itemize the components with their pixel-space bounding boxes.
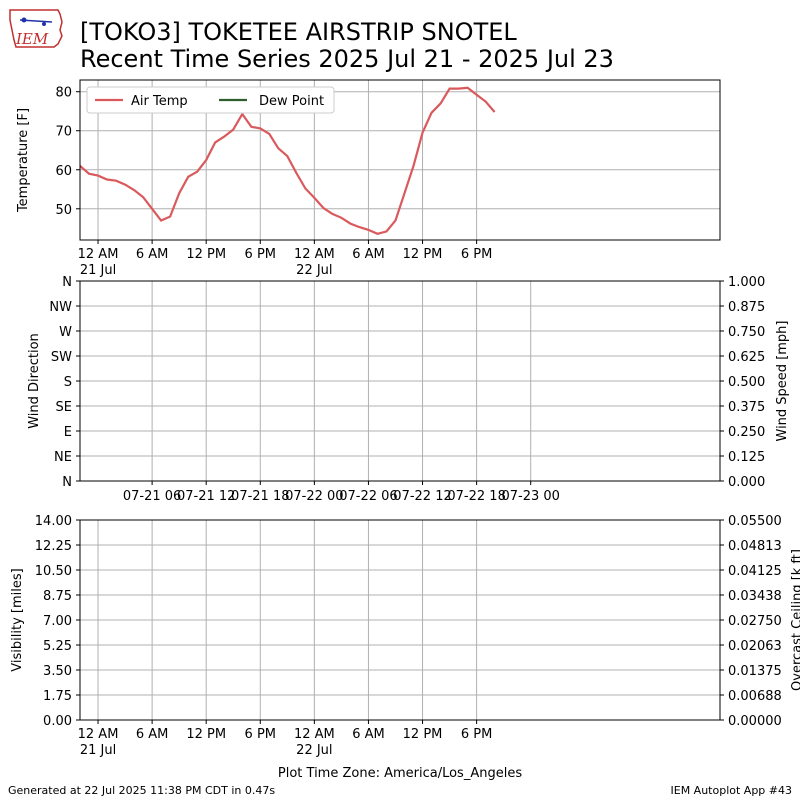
air-temp-line [80,86,496,235]
visibility-axes-frame [79,519,721,721]
temperature-x-tick-label: 12 AM [78,247,119,262]
visibility-tick-label: 5.25 [43,639,72,654]
wind-speed-tick-label: 0.875 [728,300,765,315]
temperature-axes-frame [79,79,721,241]
logo-station-dot [21,17,27,23]
wind-speed-tick-label: 0.625 [728,350,765,365]
visibility-tick-label: 1.75 [43,689,72,704]
wind-x-tick-label: 07-23 00 [501,489,559,504]
ceiling-tick-label: 0.00000 [728,714,782,729]
chart-title-line1: [TOKO3] TOKETEE AIRSTRIP SNOTEL [80,18,517,46]
wind-direction-tick-label: SE [56,400,72,415]
temperature-ylabel: Temperature [F] [16,108,31,213]
visibility-x-tick-label: 6 AM [352,727,385,742]
visibility-x-tick-label: 12 AM [78,727,119,742]
iem-logo: IEM [9,9,63,48]
visibility-tick-label: 10.50 [35,564,72,579]
temperature-x-date-label: 22 Jul [296,263,332,278]
wind-grid [80,280,720,482]
ceiling-tick-label: 0.02063 [728,639,782,654]
wind-direction-tick-label: W [59,325,72,340]
temperature-x-date-label: 21 Jul [80,263,116,278]
wind-speed-tick-label: 0.000 [728,475,765,490]
wind-x-tick-label: 07-21 06 [123,489,181,504]
wind-x-tick-label: 07-21 12 [177,489,235,504]
temperature-x-tick-label: 6 AM [352,247,385,262]
visibility-tick-label: 7.00 [43,614,72,629]
visibility-x-tick-label: 12 AM [294,727,335,742]
wind-speed-tick-label: 0.375 [728,400,765,415]
visibility-x-tick-label: 12 PM [186,727,226,742]
temperature-x-tick-label: 12 PM [403,247,443,262]
visibility-tick-label: 0.00 [43,714,72,729]
wind-speed-tick-label: 0.500 [728,375,765,390]
temperature-x-tick-label: 12 AM [294,247,335,262]
wind-x-tick-label: 07-22 12 [393,489,451,504]
wind-direction-tick-label: N [62,275,72,290]
visibility-x-tick-label: 12 PM [403,727,443,742]
ceiling-tick-label: 0.05500 [728,514,782,529]
wind-x-tick-label: 07-21 18 [231,489,289,504]
logo-station-dot-2 [42,22,46,26]
autoplot-app-id: IEM Autoplot App #43 [671,784,793,797]
temperature-y-tick-label: 80 [55,86,72,101]
wind-direction-tick-label: SW [51,350,72,365]
logo-text: IEM [15,30,49,48]
ceiling-tick-label: 0.00688 [728,689,782,704]
ceiling-tick-label: 0.02750 [728,614,782,629]
wind-x-tick-label: 07-22 06 [339,489,397,504]
generated-timestamp: Generated at 22 Jul 2025 11:38 PM CDT in… [8,784,275,797]
temperature-x-tick-label: 6 PM [245,247,276,262]
visibility-tick-label: 12.25 [35,539,72,554]
visibility-x-tick-label: 6 PM [245,727,276,742]
ceiling-tick-label: 0.04813 [728,539,782,554]
ceiling-tick-label: 0.04125 [728,564,782,579]
temperature-x-tick-label: 6 AM [136,247,169,262]
visibility-tick-label: 3.50 [43,664,72,679]
wind-speed-tick-label: 1.000 [728,275,765,290]
ceiling-tick-label: 0.01375 [728,664,782,679]
temperature-x-tick-label: 6 PM [461,247,492,262]
wind-direction-tick-label: NW [49,300,72,315]
wind-x-tick-label: 07-22 00 [285,489,343,504]
visibility-x-tick-label: 6 AM [136,727,169,742]
wind-speed-tick-label: 0.250 [728,425,765,440]
time-zone-xlabel: Plot Time Zone: America/Los_Angeles [278,766,522,781]
temperature-y-tick-label: 60 [55,164,72,179]
wind-direction-tick-label: N [62,475,72,490]
wind-x-tick-label: 07-22 18 [447,489,505,504]
visibility-tick-label: 14.00 [35,514,72,529]
wind-direction-tick-label: NE [54,450,72,465]
legend-dew-point-label: Dew Point [259,94,324,109]
temperature-legend: Air Temp Dew Point [86,86,335,114]
visibility-x-date-label: 21 Jul [80,743,116,758]
visibility-grid [80,519,720,721]
temperature-y-tick-label: 70 [55,125,72,140]
visibility-tick-label: 8.75 [43,589,72,604]
visibility-x-tick-label: 6 PM [461,727,492,742]
temperature-x-tick-label: 12 PM [186,247,226,262]
overcast-ceiling-ylabel: Overcast Ceiling [k ft] [790,549,800,691]
wind-direction-tick-label: E [64,425,72,440]
legend-box [86,86,335,114]
ceiling-tick-label: 0.03438 [728,589,782,604]
visibility-x-date-label: 22 Jul [296,743,332,758]
wind-speed-tick-label: 0.750 [728,325,765,340]
wind-speed-tick-label: 0.125 [728,450,765,465]
wind-axes-frame [79,280,721,482]
chart-title-line2: Recent Time Series 2025 Jul 21 - 2025 Ju… [80,45,614,73]
wind-speed-ylabel: Wind Speed [mph] [775,321,790,442]
legend-air-temp-label: Air Temp [131,94,188,109]
wind-direction-ylabel: Wind Direction [27,333,42,429]
visibility-ylabel: Visibility [miles] [10,568,25,671]
temperature-y-tick-label: 50 [55,203,72,218]
wind-direction-tick-label: S [64,375,72,390]
